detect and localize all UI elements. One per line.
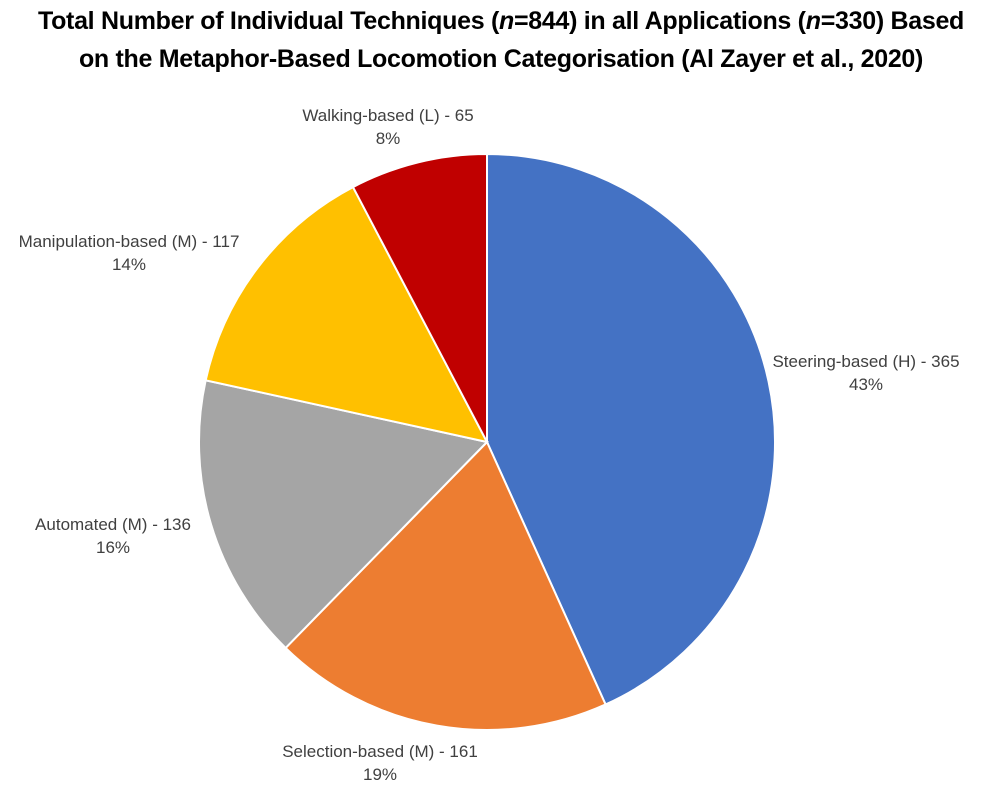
pie-slice-automated (198, 379, 489, 650)
data-label-manipulation: Manipulation-based (M) - 117 14% (18, 232, 240, 274)
chart-title-line-1: Total Number of Individual Techniques (n… (37, 7, 965, 35)
chart-title: Total Number of Individual Techniques (n… (0, 2, 1002, 78)
data-label-walking: Walking-based (L) - 65 8% (302, 106, 474, 148)
data-label-automated: Automated (M) - 136 16% (35, 515, 191, 557)
pie-slice-steering (486, 152, 776, 706)
pie-slices (198, 152, 776, 731)
data-label-selection: Selection-based (M) - 161 19% (282, 742, 478, 784)
pie-slice-walking (351, 152, 488, 443)
pie-slice-manipulation (204, 185, 489, 444)
chart-title-line-2: on the Metaphor-Based Locomotion Categor… (78, 45, 924, 73)
data-label-steering: Steering-based (H) - 365 43% (772, 352, 960, 394)
pie-slice-selection (284, 440, 607, 731)
